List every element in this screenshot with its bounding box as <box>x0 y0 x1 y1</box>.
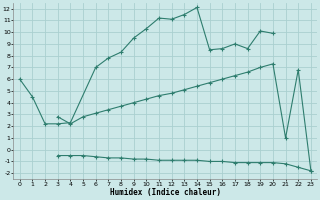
X-axis label: Humidex (Indice chaleur): Humidex (Indice chaleur) <box>110 188 221 197</box>
